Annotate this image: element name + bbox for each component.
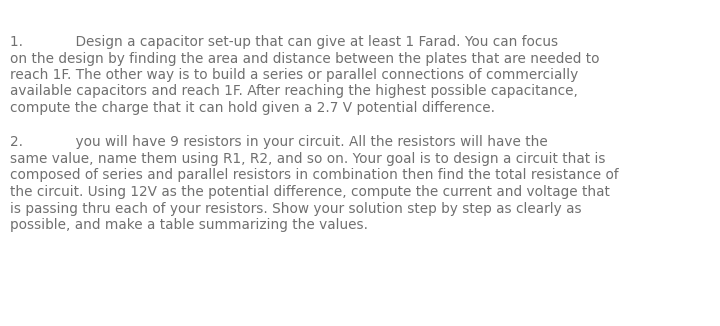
Text: possible, and make a table summarizing the values.: possible, and make a table summarizing t… <box>10 218 368 232</box>
Text: 1.            Design a capacitor set-up that can give at least 1 Farad. You can : 1. Design a capacitor set-up that can gi… <box>10 35 558 49</box>
Text: available capacitors and reach 1F. After reaching the highest possible capacitan: available capacitors and reach 1F. After… <box>10 84 578 98</box>
Text: on the design by finding the area and distance between the plates that are neede: on the design by finding the area and di… <box>10 52 600 66</box>
Text: composed of series and parallel resistors in combination then find the total res: composed of series and parallel resistor… <box>10 169 618 183</box>
Text: the circuit. Using 12V as the potential difference, compute the current and volt: the circuit. Using 12V as the potential … <box>10 185 610 199</box>
Text: compute the charge that it can hold given a 2.7 V potential difference.: compute the charge that it can hold give… <box>10 101 495 115</box>
Text: 2.            you will have 9 resistors in your circuit. All the resistors will : 2. you will have 9 resistors in your cir… <box>10 136 548 150</box>
Text: same value, name them using R1, R2, and so on. Your goal is to design a circuit : same value, name them using R1, R2, and … <box>10 152 606 166</box>
Text: reach 1F. The other way is to build a series or parallel connections of commerci: reach 1F. The other way is to build a se… <box>10 68 578 82</box>
Text: is passing thru each of your resistors. Show your solution step by step as clear: is passing thru each of your resistors. … <box>10 201 582 215</box>
